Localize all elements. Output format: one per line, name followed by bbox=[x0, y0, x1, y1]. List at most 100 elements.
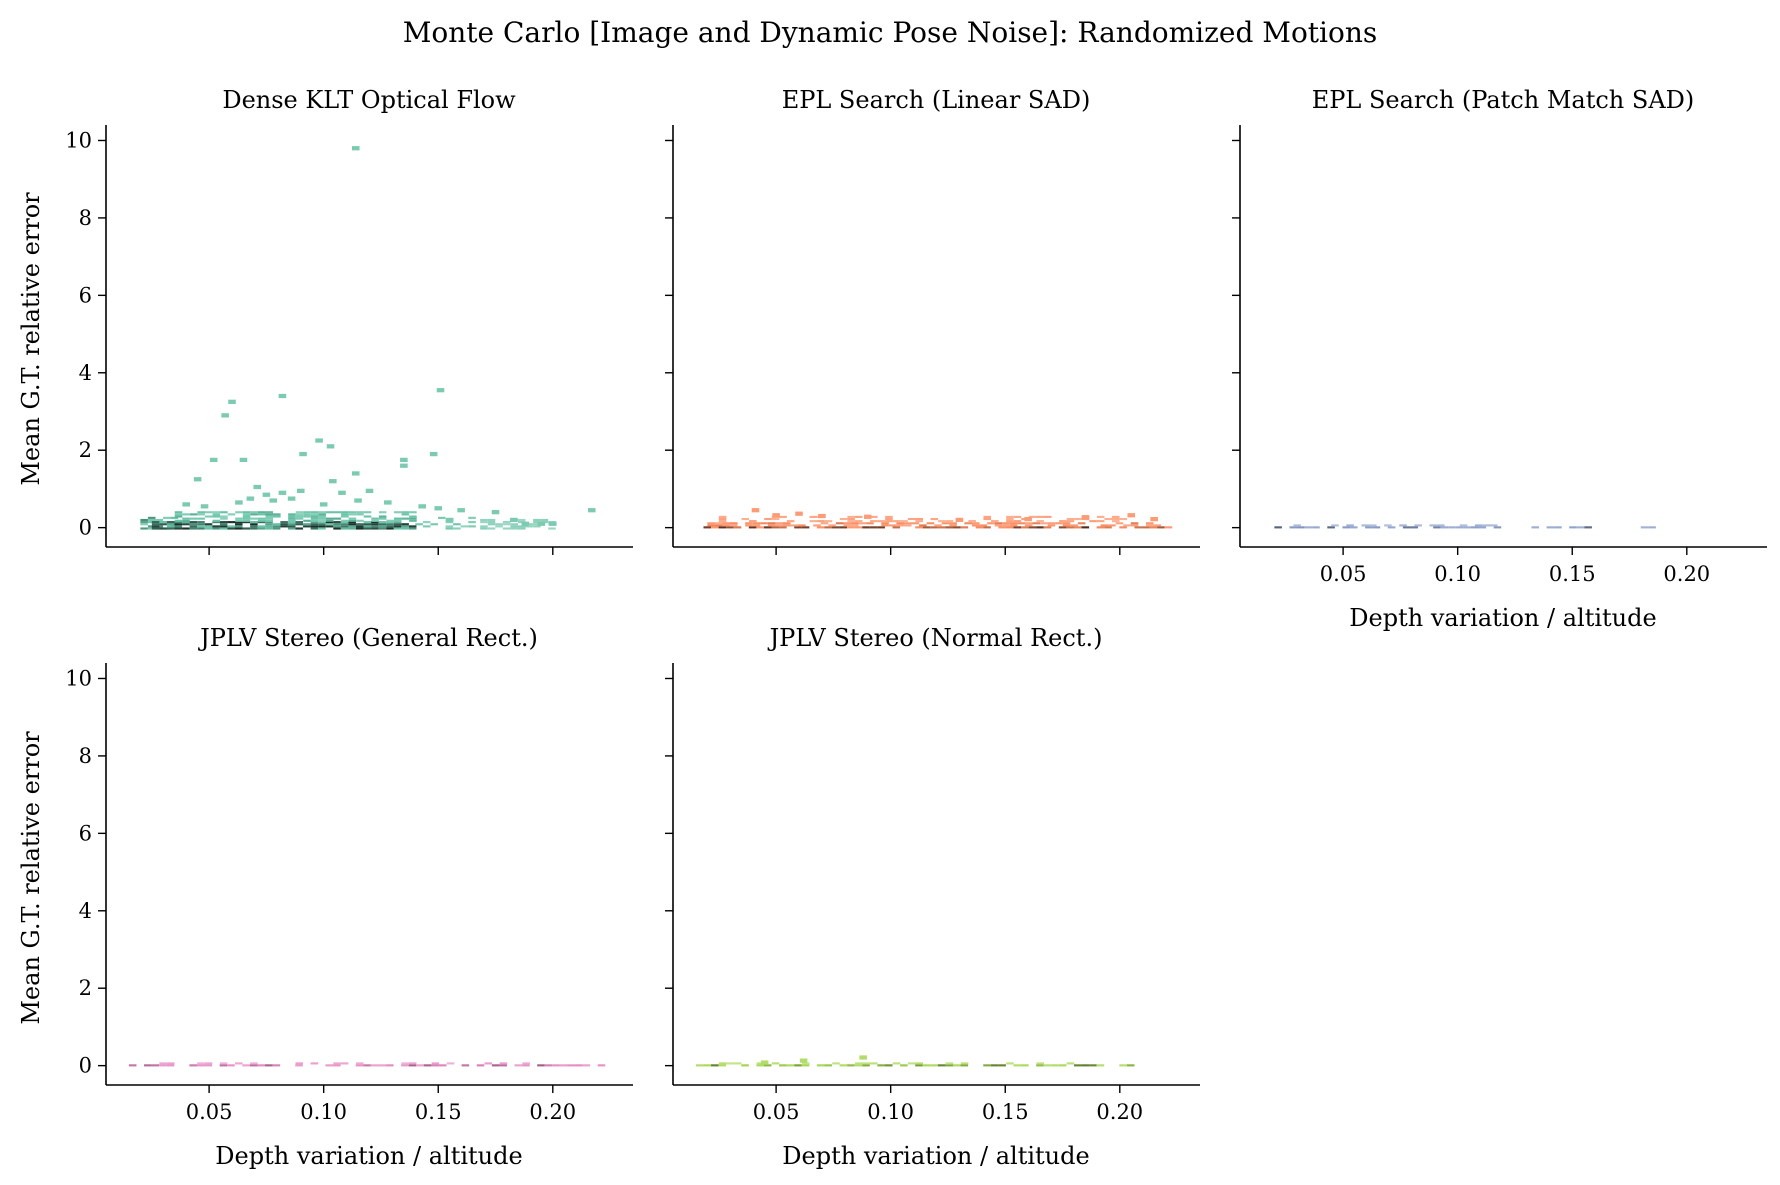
bin-cell bbox=[295, 515, 304, 518]
outlier-bin bbox=[799, 1058, 808, 1063]
bin-cell bbox=[491, 1064, 500, 1067]
bin-cell bbox=[1066, 526, 1074, 529]
bin-cell bbox=[257, 527, 266, 530]
bin-cell bbox=[1130, 524, 1139, 527]
bin-cell bbox=[915, 1064, 923, 1067]
outlier-bin bbox=[434, 506, 443, 511]
bin-cell bbox=[303, 511, 311, 514]
bin-cell bbox=[151, 523, 160, 526]
x-tick-label: 0.20 bbox=[1663, 562, 1710, 586]
bin-cell bbox=[250, 513, 258, 516]
bin-cell bbox=[854, 520, 863, 523]
bin-cell bbox=[341, 519, 349, 522]
bin-cell bbox=[310, 513, 319, 516]
bin-cell bbox=[333, 521, 341, 524]
bin-cell bbox=[1002, 524, 1010, 527]
bin-cell bbox=[756, 1064, 764, 1067]
x-tick-label: 0.05 bbox=[753, 1100, 800, 1124]
bin-cell bbox=[197, 527, 205, 530]
bin-cell bbox=[1006, 520, 1014, 523]
bin-cell bbox=[858, 522, 867, 525]
bin-cell bbox=[182, 519, 190, 522]
bin-cell bbox=[1134, 526, 1143, 529]
bin-cell bbox=[204, 527, 213, 530]
bin-cell bbox=[582, 1064, 591, 1067]
bin-cell bbox=[212, 513, 221, 516]
bin-cell bbox=[415, 523, 423, 526]
bin-cell bbox=[817, 520, 825, 523]
outlier-bin bbox=[510, 517, 518, 523]
outlier-bin bbox=[351, 146, 360, 151]
bin-cell bbox=[378, 515, 387, 518]
bin-cell bbox=[265, 1064, 273, 1067]
bin-cell bbox=[386, 523, 394, 526]
bin-cell bbox=[151, 525, 160, 528]
bin-cell bbox=[979, 524, 988, 527]
bin-cell bbox=[401, 513, 410, 516]
bin-cell bbox=[1058, 526, 1067, 529]
bin-cell bbox=[1399, 524, 1407, 527]
y-tick-label: 0 bbox=[79, 516, 92, 540]
bin-cell bbox=[257, 525, 266, 528]
outlier-bin bbox=[278, 393, 287, 399]
bin-cell bbox=[813, 524, 821, 527]
bin-cell bbox=[295, 527, 304, 530]
bin-cell bbox=[786, 1064, 795, 1067]
bin-cell bbox=[204, 515, 213, 518]
bin-cell bbox=[1119, 526, 1127, 529]
x-tick-label: 0.10 bbox=[1434, 562, 1481, 586]
bin-cell bbox=[733, 1062, 742, 1065]
bin-cell bbox=[926, 522, 935, 525]
bin-cell bbox=[386, 525, 394, 528]
bin-cell bbox=[155, 518, 164, 522]
bin-cell bbox=[730, 522, 738, 525]
bin-cell bbox=[1115, 522, 1124, 525]
outlier-bin bbox=[863, 514, 872, 519]
bin-cell bbox=[990, 1064, 999, 1067]
bin-cell bbox=[371, 517, 379, 520]
chart-title: Monte Carlo [Image and Dynamic Pose Nois… bbox=[403, 16, 1378, 49]
bin-cell bbox=[767, 524, 776, 527]
bin-cell bbox=[1304, 526, 1313, 529]
bin-cell bbox=[348, 519, 357, 522]
bin-cell bbox=[877, 1064, 885, 1067]
bin-cell bbox=[151, 1064, 160, 1067]
bin-cell bbox=[1361, 524, 1369, 527]
bin-cell bbox=[250, 517, 258, 520]
bin-cell bbox=[197, 523, 205, 526]
bin-cell bbox=[540, 518, 549, 522]
bin-cell bbox=[310, 527, 319, 530]
bin-cell bbox=[174, 523, 183, 526]
bin-cell bbox=[767, 522, 776, 525]
bin-cell bbox=[1478, 526, 1487, 529]
y-axis-label-top: Mean G.T. relative error bbox=[17, 192, 45, 486]
bin-cell bbox=[919, 524, 927, 527]
bin-cell bbox=[197, 1062, 205, 1065]
bin-cell bbox=[363, 527, 372, 530]
bin-cell bbox=[847, 520, 855, 523]
bin-cell bbox=[854, 515, 863, 518]
bin-cell bbox=[408, 527, 417, 530]
bin-cell bbox=[408, 1062, 417, 1065]
bin-cell bbox=[348, 527, 356, 530]
bin-cell bbox=[907, 1062, 916, 1065]
bin-cell bbox=[409, 515, 417, 518]
bin-cell bbox=[771, 526, 780, 529]
bin-cell bbox=[896, 524, 904, 527]
bin-cell bbox=[310, 525, 319, 528]
y-tick-label: 4 bbox=[79, 361, 92, 385]
bin-cell bbox=[340, 525, 349, 528]
bin-cell bbox=[265, 511, 274, 514]
bin-cell bbox=[517, 527, 526, 530]
bin-cell bbox=[756, 1062, 765, 1065]
bin-cell bbox=[174, 515, 183, 518]
bin-cell bbox=[987, 522, 995, 525]
bin-cell bbox=[854, 526, 863, 529]
bin-cell bbox=[174, 511, 183, 514]
bin-cell bbox=[1145, 522, 1154, 525]
bin-cell bbox=[1493, 526, 1502, 529]
panel-1: 0 2 4 6 8 10 bbox=[65, 125, 633, 555]
x-axis-label-panel-4: Depth variation / altitude bbox=[215, 1142, 522, 1170]
bin-cell bbox=[235, 511, 243, 514]
bin-cell bbox=[1463, 526, 1471, 529]
